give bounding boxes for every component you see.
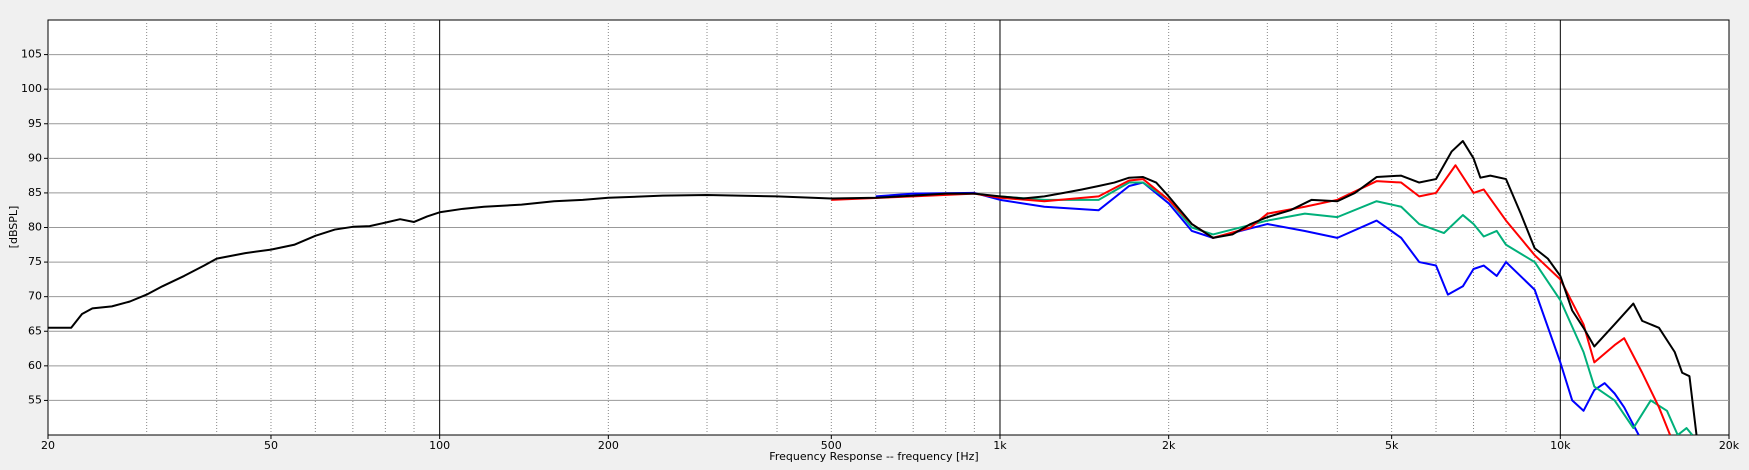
x-tick-label: 200 <box>598 439 619 452</box>
series-line <box>48 140 1698 435</box>
x-tick-label: 500 <box>821 439 842 452</box>
y-tick-label: 65 <box>28 324 42 337</box>
series-line <box>875 181 1640 435</box>
x-tick-label: 5k <box>1385 439 1399 452</box>
y-tick-label: 85 <box>28 186 42 199</box>
y-axis-label: [dBSPL] <box>7 206 20 249</box>
y-tick-label: 100 <box>21 82 42 95</box>
y-tick-label: 90 <box>28 151 42 164</box>
y-tick-label: 80 <box>28 221 42 234</box>
x-tick-label: 50 <box>264 439 278 452</box>
series-line <box>831 164 1672 435</box>
y-tick-label: 70 <box>28 290 42 303</box>
x-tick-label: 1k <box>993 439 1007 452</box>
y-tick-label: 95 <box>28 117 42 130</box>
x-tick-label: 20k <box>1719 439 1740 452</box>
y-tick-label: 60 <box>28 359 42 372</box>
x-tick-label: 10k <box>1550 439 1571 452</box>
x-tick-label: 20 <box>41 439 55 452</box>
y-tick-label: 55 <box>28 393 42 406</box>
x-tick-label: 100 <box>429 439 450 452</box>
x-axis-label: Frequency Response -- frequency [Hz] <box>769 450 978 463</box>
y-tick-label: 75 <box>28 255 42 268</box>
x-tick-label: 2k <box>1162 439 1176 452</box>
y-tick-label: 105 <box>21 48 42 61</box>
